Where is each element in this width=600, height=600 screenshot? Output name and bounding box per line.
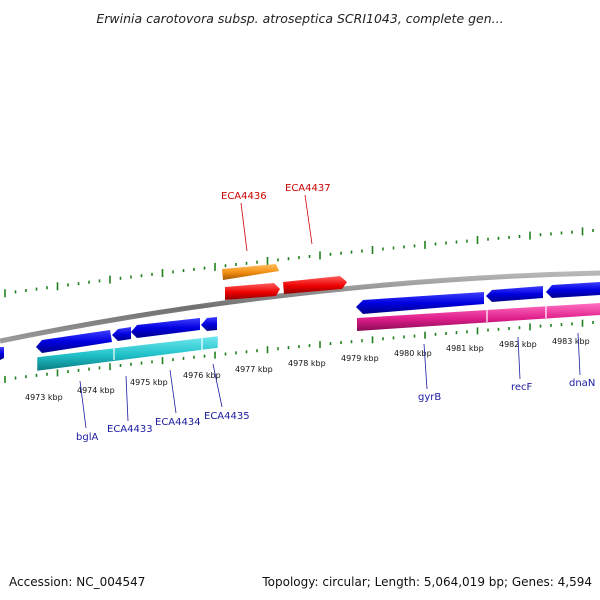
tick-label: 4979 kbp — [341, 354, 379, 363]
gene-dnaN[interactable] — [546, 282, 600, 298]
gene-labels: ECA4436 ECA4437 bglA ECA4433 ECA4434 ECA… — [76, 183, 595, 443]
forward-genes — [222, 264, 347, 300]
gene-label-ECA4434[interactable]: ECA4434 — [155, 417, 201, 428]
tick-label: 4982 kbp — [499, 340, 537, 349]
tick-label: 4977 kbp — [235, 365, 273, 374]
gc-content-track-lower — [4, 319, 594, 383]
reverse-genes — [0, 282, 600, 372]
accession-label: Accession: NC_004547 — [9, 575, 146, 589]
tick-label: 4980 kbp — [394, 349, 432, 358]
gene-ECA4435[interactable] — [201, 317, 217, 331]
gene-gyrB[interactable] — [356, 292, 484, 314]
tick-label: 4983 kbp — [552, 337, 590, 346]
gene-ECA4436-cds[interactable] — [222, 264, 279, 280]
gene-label-ECA4436[interactable]: ECA4436 — [221, 191, 267, 202]
cds-track-cyan[interactable] — [36, 335, 219, 372]
tick-label: 4981 kbp — [446, 344, 484, 353]
gene-label-recF[interactable]: recF — [511, 382, 533, 393]
cds-track-pink[interactable] — [357, 303, 600, 331]
kbp-scale: 4973 kbp 4974 kbp 4975 kbp 4976 kbp 4977… — [25, 337, 590, 402]
gene-label-gyrB[interactable]: gyrB — [418, 392, 441, 403]
gene-label-dnaN[interactable]: dnaN — [569, 378, 595, 389]
map-title: Erwinia carotovora subsp. atroseptica SC… — [96, 11, 504, 26]
gene-recF[interactable] — [486, 286, 543, 302]
gene-bglA[interactable] — [36, 330, 112, 353]
tick-label: 4973 kbp — [25, 393, 63, 402]
gene-label-ECA4433[interactable]: ECA4433 — [107, 424, 153, 435]
tick-label: 4975 kbp — [130, 378, 168, 387]
gene-ECA4434[interactable] — [131, 318, 200, 338]
tick-label: 4974 kbp — [77, 386, 115, 395]
gene-ECA4437[interactable] — [283, 276, 347, 294]
gene-ECA4433[interactable] — [112, 327, 131, 341]
tick-label: 4976 kbp — [183, 371, 221, 380]
tick-label: 4978 kbp — [288, 359, 326, 368]
gene-label-bglA[interactable]: bglA — [76, 432, 98, 443]
gene-ECA4436[interactable] — [225, 283, 280, 300]
gc-content-track-upper — [4, 227, 594, 298]
gene-label-ECA4435[interactable]: ECA4435 — [204, 411, 250, 422]
topology-label: Topology: circular; Length: 5,064,019 bp… — [262, 575, 592, 589]
gene-left-edge[interactable] — [0, 347, 4, 360]
gene-label-ECA4437[interactable]: ECA4437 — [285, 183, 331, 194]
genome-backbone — [0, 270, 600, 344]
